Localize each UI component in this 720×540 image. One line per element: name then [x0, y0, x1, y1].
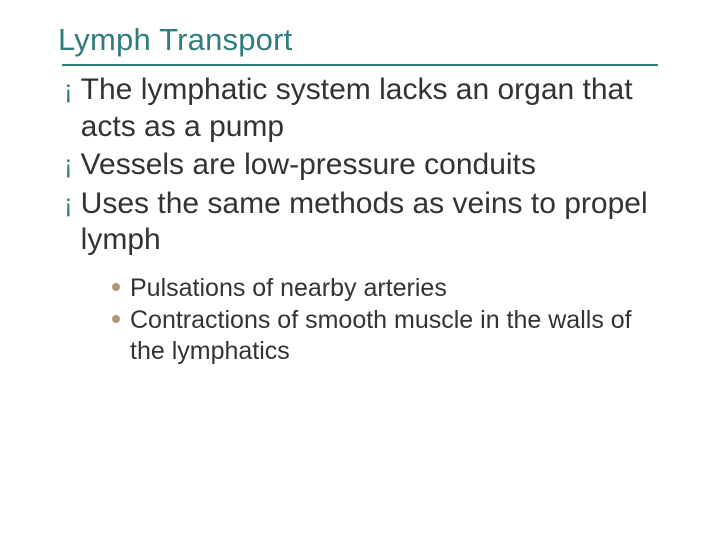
- title-underline: [62, 64, 658, 66]
- list-item: ¡ Vessels are low-pressure conduits: [64, 147, 672, 184]
- circle-bullet-icon: ¡: [64, 149, 73, 180]
- disc-bullet-icon: [112, 283, 120, 291]
- list-item-text: Uses the same methods as veins to propel…: [81, 186, 672, 259]
- slide-title: Lymph Transport: [58, 22, 672, 58]
- slide: Lymph Transport ¡ The lymphatic system l…: [0, 0, 720, 540]
- list-item-text: Vessels are low-pressure conduits: [81, 147, 536, 184]
- list-item: ¡ The lymphatic system lacks an organ th…: [64, 72, 672, 145]
- list-item: Pulsations of nearby arteries: [112, 273, 672, 304]
- disc-bullet-icon: [112, 315, 120, 323]
- list-item: Contractions of smooth muscle in the wal…: [112, 305, 672, 366]
- list-item-text: Contractions of smooth muscle in the wal…: [130, 305, 672, 366]
- list-item: ¡ Uses the same methods as veins to prop…: [64, 186, 672, 259]
- circle-bullet-icon: ¡: [64, 74, 73, 105]
- slide-body: ¡ The lymphatic system lacks an organ th…: [64, 72, 672, 366]
- circle-bullet-icon: ¡: [64, 188, 73, 219]
- sub-list: Pulsations of nearby arteries Contractio…: [112, 273, 672, 367]
- list-item-text: Pulsations of nearby arteries: [130, 273, 447, 304]
- list-item-text: The lymphatic system lacks an organ that…: [81, 72, 672, 145]
